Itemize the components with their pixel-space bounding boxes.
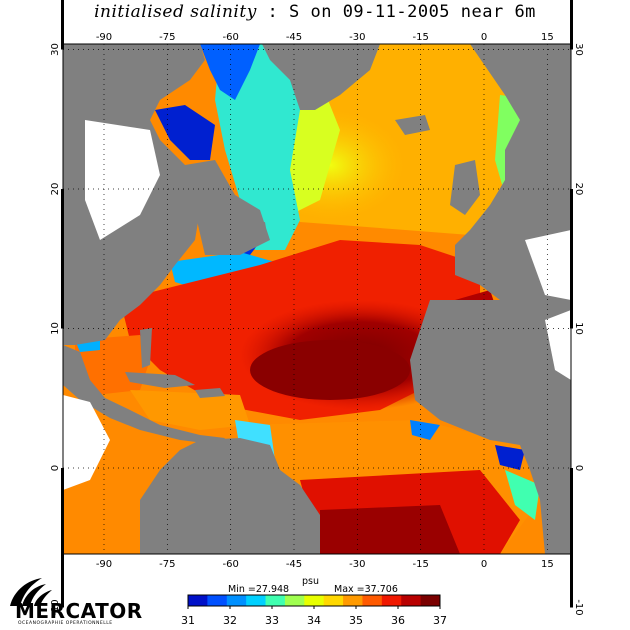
lat-label-left: 10 [50, 322, 61, 335]
colorbar-cell [188, 595, 208, 606]
land-florida [140, 328, 152, 368]
lon-label-bottom: -30 [349, 559, 365, 570]
ocean-hot-core2 [250, 340, 410, 400]
colorbar-cell [362, 595, 383, 606]
lon-label-top: -60 [222, 32, 238, 43]
colorbar-cell [323, 595, 344, 606]
colorbar-min: Min =27.948 [228, 584, 289, 595]
lon-labels-top: -90 -75 -60 -45 -30 -15 0 15 [96, 32, 554, 43]
lat-label-right: 10 [573, 322, 584, 335]
map-panel [63, 44, 571, 554]
lat-label-right: -10 [573, 599, 584, 615]
colorbar-tick-label: 36 [391, 614, 405, 627]
edge-tick-band [61, 189, 64, 329]
ocean-south-dark [320, 505, 460, 554]
lon-label-bottom: -45 [286, 559, 302, 570]
lon-label-bottom: 15 [541, 559, 554, 570]
land-cuba [125, 372, 195, 388]
title-description: : S on 09-11-2005 near 6m [256, 2, 536, 22]
title-variable: initialised salinity [94, 2, 257, 22]
lon-label-top: -75 [159, 32, 175, 43]
ocean-baffin-blue [200, 44, 260, 100]
lat-label-left: -10 [50, 599, 61, 615]
lon-label-top: -15 [412, 32, 428, 43]
lat-labels-left: -100102030405060 [50, 43, 61, 616]
lon-label-bottom: -75 [159, 559, 175, 570]
land-europe [455, 44, 571, 300]
colorbar-cell [207, 595, 228, 606]
colorbar-tick-label: 32 [223, 614, 237, 627]
colorbar-cells [188, 595, 441, 606]
logo-swoosh-icon [10, 578, 52, 606]
logo-name: MERCATOR [15, 599, 143, 623]
colorbar-cell [381, 595, 402, 606]
lon-label-bottom: -60 [222, 559, 238, 570]
colorbar-tick-labels: 31 32 33 34 35 36 37 [181, 606, 447, 627]
land-hispaniola [195, 388, 225, 398]
colorbar-tick-label: 31 [181, 614, 195, 627]
edge-tick-band [61, 0, 64, 50]
lat-labels-right: -100102030405060 [573, 43, 584, 616]
colorbar-cell [343, 595, 363, 606]
ocean-hudson-blue [155, 105, 215, 160]
land-britain [450, 160, 480, 215]
colorbar-cell [420, 595, 441, 606]
colorbar-cell [304, 595, 325, 606]
colorbar: Min =27.948 psu Max =37.706 31 32 33 34 35 36… [181, 576, 447, 627]
land-europe-light [525, 230, 571, 300]
land-layer [63, 44, 571, 554]
lon-label-top: -45 [286, 32, 302, 43]
land-mexico [63, 345, 225, 445]
land-southamerica-light [63, 395, 110, 490]
edge-tick-band [570, 468, 573, 608]
lat-label-right: 0 [573, 465, 584, 471]
land-south-america [140, 438, 320, 554]
colorbar-unit: psu [302, 576, 319, 587]
edge-ticks [61, 0, 573, 608]
lat-label-right: 20 [573, 183, 584, 196]
lat-label-left: 20 [50, 183, 61, 196]
colorbar-tick-label: 37 [433, 614, 447, 627]
land-greenland [262, 44, 380, 110]
lon-label-bottom: 0 [481, 559, 487, 570]
lon-labels-bottom: -90 -75 -60 -45 -30 -15 0 15 [96, 559, 554, 570]
lon-label-top: 15 [541, 32, 554, 43]
figure-title: initialised salinity : S on 09-11-2005 n… [0, 2, 630, 22]
edge-tick-band [61, 468, 64, 608]
lat-label-left: 30 [50, 43, 61, 56]
lon-label-bottom: -15 [412, 559, 428, 570]
colorbar-cell [246, 595, 267, 606]
lon-label-bottom: -90 [96, 559, 112, 570]
ocean-caribbean [130, 390, 250, 430]
ocean-congo-cyan [505, 470, 540, 520]
lat-label-right: 30 [573, 43, 584, 56]
colorbar-tick-label: 34 [307, 614, 321, 627]
colorbar-cell [265, 595, 286, 606]
land-newfoundland [245, 222, 268, 245]
colorbar-max: Max =37.706 [334, 584, 398, 595]
land-iceland [395, 115, 430, 135]
ocean-congo-plume [495, 445, 525, 470]
lon-label-top: -30 [349, 32, 365, 43]
colorbar-cell [226, 595, 247, 606]
colorbar-tick-label: 33 [265, 614, 279, 627]
colorbar-tick-label: 35 [349, 614, 363, 627]
lon-label-top: 0 [481, 32, 487, 43]
colorbar-cell [284, 595, 305, 606]
ocean-guinea-blue [410, 420, 440, 440]
land-africa [410, 300, 571, 554]
edge-tick-band [570, 0, 573, 50]
edge-tick-band [570, 189, 573, 329]
logo-subtitle: OCEANOGRAPHIE OPERATIONNELLE [18, 620, 113, 626]
colorbar-cell [401, 595, 422, 606]
lon-label-top: -90 [96, 32, 112, 43]
lat-label-left: 0 [50, 465, 61, 471]
graticule [63, 44, 571, 554]
mercator-logo: MERCATOR OCEANOGRAPHIE OPERATIONNELLE [10, 578, 143, 626]
land-africa-light [545, 310, 571, 380]
